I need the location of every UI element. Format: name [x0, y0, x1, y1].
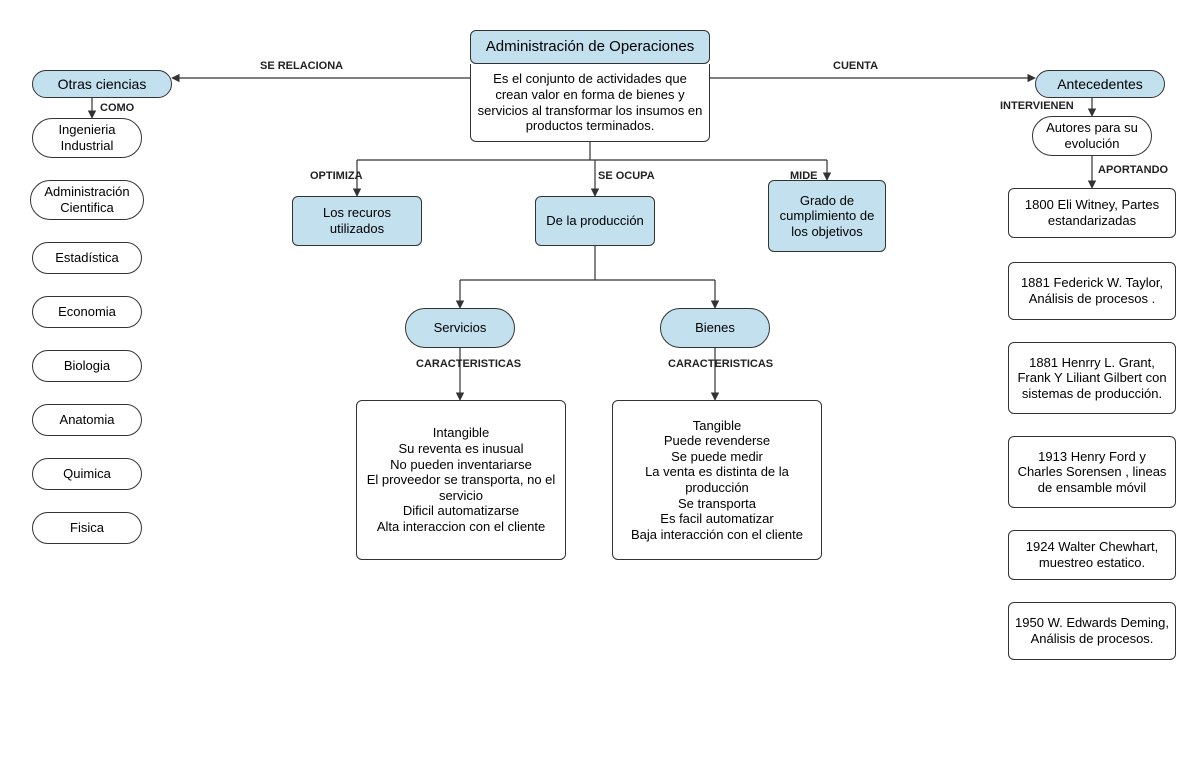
science-node: Quimica [32, 458, 142, 490]
science-node: Administración Cientifica [30, 180, 144, 220]
bienes-node: Bienes [660, 308, 770, 348]
edge-label: SE OCUPA [598, 170, 655, 182]
antecedentes-node: Antecedentes [1035, 70, 1165, 98]
edge-label: CARACTERISTICAS [416, 358, 521, 370]
main-title-node: Administración de Operaciones [470, 30, 710, 64]
antecedente-item: 1913 Henry Ford y Charles Sorensen , lin… [1008, 436, 1176, 508]
edge-label: APORTANDO [1098, 164, 1168, 176]
edge-label: OPTIMIZA [310, 170, 363, 182]
mide-node: Grado de cumplimiento de los objetivos [768, 180, 886, 252]
optimiza-node: Los recuros utilizados [292, 196, 422, 246]
autores-node: Autores para su evolución [1032, 116, 1152, 156]
edge-label: INTERVIENEN [1000, 100, 1074, 112]
science-node: Ingenieria Industrial [32, 118, 142, 158]
servicios-caracteristicas: Intangible Su reventa es inusual No pued… [356, 400, 566, 560]
edge-label: MIDE [790, 170, 818, 182]
antecedente-item: 1950 W. Edwards Deming, Análisis de proc… [1008, 602, 1176, 660]
main-desc-node: Es el conjunto de actividades que crean … [470, 64, 710, 142]
antecedente-item: 1881 Henrry L. Grant, Frank Y Liliant Gi… [1008, 342, 1176, 414]
produccion-node: De la producción [535, 196, 655, 246]
science-node: Fisica [32, 512, 142, 544]
otras-ciencias-node: Otras ciencias [32, 70, 172, 98]
edge-label: CARACTERISTICAS [668, 358, 773, 370]
science-node: Estadística [32, 242, 142, 274]
servicios-node: Servicios [405, 308, 515, 348]
edge-label: SE RELACIONA [260, 60, 343, 72]
antecedente-item: 1881 Federick W. Taylor, Análisis de pro… [1008, 262, 1176, 320]
bienes-caracteristicas: Tangible Puede revenderse Se puede medir… [612, 400, 822, 560]
antecedente-item: 1924 Walter Chewhart, muestreo estatico. [1008, 530, 1176, 580]
science-node: Anatomia [32, 404, 142, 436]
science-node: Biologia [32, 350, 142, 382]
edge-label: COMO [100, 102, 134, 114]
science-node: Economia [32, 296, 142, 328]
edge-label: CUENTA [833, 60, 878, 72]
antecedente-item: 1800 Eli Witney, Partes estandarizadas [1008, 188, 1176, 238]
